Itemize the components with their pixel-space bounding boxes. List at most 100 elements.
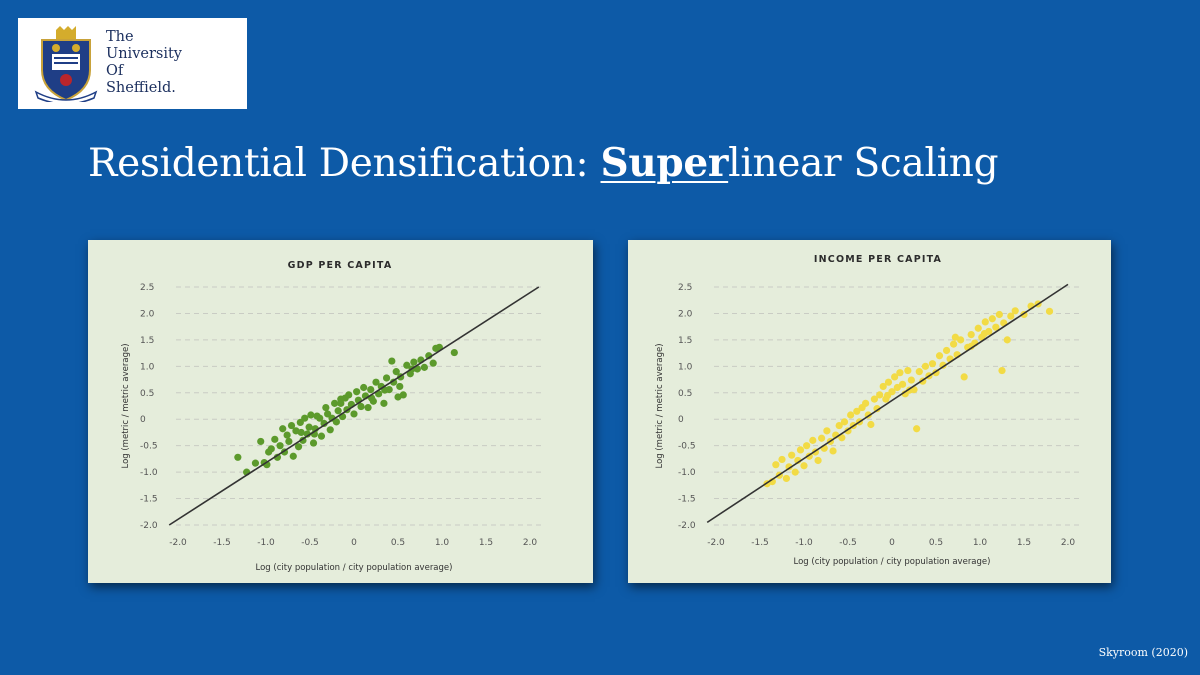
x-tick-label: 0 <box>889 538 895 548</box>
data-point <box>772 461 780 469</box>
y-tick-label: 2.5 <box>140 283 154 293</box>
income-chart: INCOME PER CAPITA 2.5 2.0 1.5 1.0 0.5 0 -0.5 -1.… <box>655 254 1080 567</box>
x-tick-label: -2.0 <box>169 538 187 548</box>
trend-line <box>168 286 540 526</box>
data-point <box>992 323 1000 331</box>
data-point <box>309 439 318 447</box>
data-point <box>372 378 380 386</box>
y-tick-label: 2.0 <box>678 309 693 319</box>
y-tick-label: 0 <box>678 415 684 425</box>
data-point <box>853 407 861 415</box>
y-tick-label: -2.0 <box>678 521 696 531</box>
x-tick-label: 0 <box>351 538 357 548</box>
data-point <box>1045 307 1054 315</box>
y-tick-label: 2.0 <box>140 309 155 319</box>
data-point <box>862 399 870 407</box>
data-point <box>320 419 328 428</box>
y-tick-label: 0 <box>140 415 146 425</box>
data-point <box>800 462 808 470</box>
y-tick-label: 0.5 <box>678 389 692 399</box>
data-point <box>950 340 958 348</box>
y-tick-label: -1.5 <box>140 495 158 505</box>
data-point <box>399 391 407 399</box>
data-point <box>307 411 315 419</box>
logo-line: Sheffield. <box>106 80 176 96</box>
gdp-chart: GDP PER CAPITA 2.5 2.0 1.5 1.0 0.5 0 -0.5 -1.0 -1… <box>121 260 542 573</box>
x-axis-label: Log (city population / city population a… <box>794 557 991 567</box>
source-credit: Skyroom (2020) <box>1098 646 1188 659</box>
data-point <box>316 414 324 422</box>
y-tick-label: -1.0 <box>678 468 696 478</box>
data-point <box>326 426 334 434</box>
y-tick-label: 1.5 <box>678 336 692 346</box>
x-tick-label: 1.5 <box>1017 538 1031 548</box>
data-point <box>891 373 899 381</box>
data-point <box>257 437 265 446</box>
data-point <box>818 434 826 442</box>
data-point <box>350 410 358 418</box>
data-point <box>303 430 311 438</box>
x-axis-label: Log (city population / city population a… <box>256 563 453 573</box>
x-tick-label: 1.5 <box>479 538 493 548</box>
data-point <box>289 452 297 460</box>
data-point <box>998 366 1006 375</box>
y-tick-label: 1.0 <box>140 362 155 372</box>
x-tick-label: -0.5 <box>839 538 857 548</box>
title-suffix: linear Scaling <box>728 141 999 186</box>
y-tick-label: -2.0 <box>140 521 158 531</box>
data-point <box>267 445 275 453</box>
data-point <box>251 459 260 467</box>
data-point <box>337 399 345 407</box>
data-point <box>915 368 923 376</box>
data-point <box>907 376 915 384</box>
data-point <box>317 432 326 440</box>
chart-title: INCOME PER CAPITA <box>814 254 942 265</box>
data-point <box>823 427 831 435</box>
data-point <box>974 324 982 332</box>
data-point <box>305 423 313 431</box>
data-point <box>271 435 279 443</box>
x-tick-label: 2.0 <box>523 538 538 548</box>
data-point <box>838 434 846 442</box>
x-tick-label: -1.5 <box>751 538 769 548</box>
data-point <box>829 447 837 455</box>
logo-line: The <box>106 29 134 45</box>
data-point <box>429 359 437 367</box>
data-point <box>345 391 353 399</box>
data-point <box>283 431 291 439</box>
chart-title: GDP PER CAPITA <box>288 260 393 271</box>
data-point <box>301 414 309 422</box>
data-point <box>381 386 389 394</box>
x-tick-label: 1.0 <box>435 538 450 548</box>
data-point <box>884 391 892 400</box>
data-point <box>357 402 365 411</box>
data-point <box>840 418 849 426</box>
data-point <box>778 455 786 464</box>
data-point <box>382 374 391 382</box>
data-point <box>904 366 912 375</box>
data-point <box>276 442 284 450</box>
x-tick-label: -0.5 <box>301 538 319 548</box>
data-point <box>273 453 282 461</box>
data-point <box>870 395 878 403</box>
data-point <box>967 331 975 339</box>
x-tick-label: -2.0 <box>707 538 725 548</box>
y-tick-label: -0.5 <box>678 442 696 452</box>
data-point <box>788 451 796 459</box>
university-logo: The University Of Sheffield. <box>18 18 247 109</box>
data-point <box>809 436 817 444</box>
x-tick-label: 2.0 <box>1061 538 1076 548</box>
data-point <box>980 329 988 338</box>
data-point <box>403 361 411 369</box>
data-point <box>951 333 959 341</box>
x-tick-label: -1.0 <box>257 538 275 548</box>
y-axis-label: Log (metric / metric average) <box>121 343 131 468</box>
data-point <box>353 388 361 396</box>
y-axis-label: Log (metric / metric average) <box>655 343 665 468</box>
data-point <box>364 403 372 412</box>
data-point <box>332 418 340 426</box>
data-point <box>847 411 855 419</box>
data-point <box>331 399 339 407</box>
logo-line: Of <box>106 63 124 79</box>
data-point <box>893 383 901 392</box>
